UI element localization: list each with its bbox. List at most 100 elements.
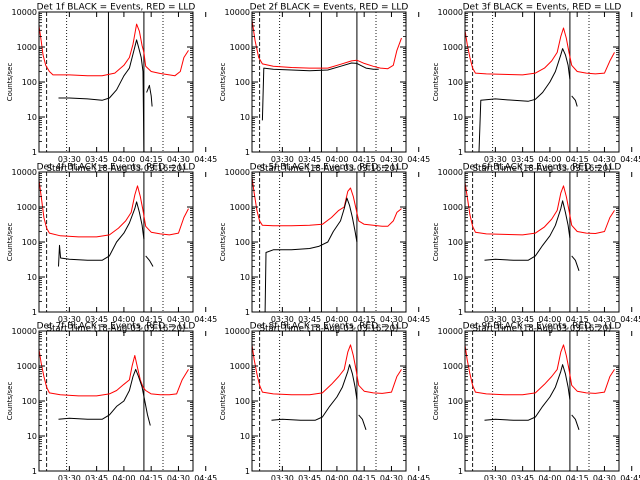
y-tick-label: 10	[27, 113, 37, 122]
y-tick-label: 10000	[12, 327, 37, 336]
plot-frame	[464, 11, 620, 153]
plot-frame	[251, 171, 407, 313]
y-tick-label: 1000	[230, 362, 250, 371]
events-series-line	[58, 368, 151, 426]
x-tick-label: 04:00	[112, 155, 135, 164]
x-tick-label: 04:00	[538, 315, 561, 324]
plot-frame	[464, 330, 620, 472]
x-tick-label: 03:30	[271, 474, 294, 480]
detector-panel-7: Det 7f BLACK = Events, RED = LLD Counts/s…	[6, 322, 217, 480]
y-tick-label: 100	[448, 238, 463, 247]
x-tick-label: 03:30	[271, 155, 294, 164]
y-axis-label: Counts/sec	[219, 63, 227, 102]
x-tick-label: 03:45	[85, 315, 108, 324]
x-tick-label: 03:30	[58, 155, 81, 164]
x-tick-label: 03:30	[58, 474, 81, 480]
y-tick-label: 100	[235, 238, 250, 247]
y-tick-label: 1	[458, 467, 463, 476]
lld-series-line	[464, 182, 615, 236]
panel-title: Det 3f BLACK = Events, RED = LLD	[463, 3, 622, 13]
x-tick-label: 04:45	[407, 315, 430, 324]
y-tick-label: 1000	[17, 43, 37, 52]
x-tick-label: 04:15	[566, 315, 589, 324]
y-axis-label: Counts/sec	[6, 223, 14, 262]
detector-panel-1: Det 1f BLACK = Events, RED = LLD Counts/s…	[6, 3, 217, 175]
x-tick-label: 03:30	[271, 315, 294, 324]
x-tick-label: 04:15	[353, 474, 376, 480]
events-series-line	[264, 197, 358, 313]
y-tick-label: 1	[458, 308, 463, 317]
x-tick-label: 04:45	[620, 155, 640, 164]
panel-title: Det 8f BLACK = Events, RED = LLD	[250, 322, 409, 332]
y-tick-label: 10000	[438, 327, 463, 336]
panel-title: Det 9f BLACK = Events, RED = LLD	[463, 322, 622, 332]
x-tick-label: 04:15	[566, 155, 589, 164]
x-axis-label: Start Time (18-Aug-03 03:16:20)	[260, 324, 399, 334]
y-tick-label: 10	[240, 273, 250, 282]
y-axis-label: Counts/sec	[432, 382, 440, 421]
events-series-line	[484, 200, 571, 261]
plot-frame	[464, 171, 620, 313]
detector-panel-3: Det 3f BLACK = Events, RED = LLD Counts/s…	[432, 3, 640, 175]
panel-title: Det 1f BLACK = Events, RED = LLD	[37, 3, 196, 13]
x-tick-label: 04:15	[353, 315, 376, 324]
x-axis-label: Start Time (18-Aug-03 03:16:20)	[473, 324, 612, 334]
detector-panel-6: Det 6f BLACK = Events, RED = LLD Counts/s…	[432, 163, 640, 335]
x-tick-label: 04:45	[620, 315, 640, 324]
x-axis-label: Start Time (18-Aug-03 03:16:20)	[47, 164, 186, 174]
events-series-line	[478, 48, 571, 153]
plot-frame	[38, 11, 194, 153]
y-axis-label: Counts/sec	[432, 63, 440, 102]
x-tick-label: 03:45	[511, 315, 534, 324]
y-tick-label: 1	[458, 148, 463, 157]
x-tick-label: 03:45	[511, 155, 534, 164]
y-tick-label: 1	[32, 467, 37, 476]
x-tick-label: 04:30	[167, 155, 190, 164]
events-series-line	[58, 201, 145, 267]
detector-panel-4: Det 4f BLACK = Events, RED = LLD Counts/s…	[6, 163, 217, 335]
x-tick-label: 03:30	[484, 474, 507, 480]
lld-series-line	[464, 27, 615, 76]
y-tick-label: 1	[32, 148, 37, 157]
x-tick-label: 03:45	[85, 155, 108, 164]
events-series-line	[146, 84, 153, 107]
y-axis-label: Counts/sec	[219, 382, 227, 421]
x-tick-label: 04:30	[380, 315, 403, 324]
detector-panel-5: Det 5f BLACK = Events, RED = LLD Counts/s…	[219, 163, 430, 335]
events-series-line	[571, 95, 578, 107]
x-tick-label: 04:30	[593, 155, 616, 164]
x-tick-label: 04:30	[380, 474, 403, 480]
detector-panel-2: Det 2f BLACK = Events, RED = LLD Counts/s…	[219, 3, 430, 175]
x-axis-label: Start Time (18-Aug-03 03:16:20)	[47, 324, 186, 334]
y-tick-label: 1	[245, 148, 250, 157]
plot-frame	[38, 171, 194, 313]
y-tick-label: 1000	[17, 362, 37, 371]
x-tick-label: 04:30	[167, 474, 190, 480]
y-tick-label: 10000	[12, 8, 37, 17]
y-tick-label: 100	[448, 397, 463, 406]
y-tick-label: 1000	[230, 203, 250, 212]
x-tick-label: 04:45	[194, 315, 217, 324]
x-tick-label: 04:45	[620, 474, 640, 480]
panel-title: Det 6f BLACK = Events, RED = LLD	[463, 163, 622, 173]
x-tick-label: 04:30	[593, 315, 616, 324]
x-tick-label: 04:45	[407, 155, 430, 164]
y-tick-label: 10000	[12, 168, 37, 177]
x-tick-label: 04:45	[194, 155, 217, 164]
y-tick-label: 1000	[443, 43, 463, 52]
x-axis-label: Start Time (18-Aug-03 03:16:20)	[473, 164, 612, 174]
panel-title: Det 2f BLACK = Events, RED = LLD	[250, 3, 409, 13]
y-tick-label: 10	[453, 273, 463, 282]
y-tick-label: 100	[22, 238, 37, 247]
events-series-line	[58, 39, 145, 153]
y-axis-label: Counts/sec	[219, 223, 227, 262]
plot-frame	[251, 330, 407, 472]
y-tick-label: 1000	[17, 203, 37, 212]
lld-series-line	[251, 177, 402, 227]
x-tick-label: 04:00	[325, 155, 348, 164]
y-tick-label: 1000	[230, 43, 250, 52]
events-series-line	[484, 364, 571, 421]
y-tick-label: 1	[32, 308, 37, 317]
events-series-line	[145, 255, 154, 267]
